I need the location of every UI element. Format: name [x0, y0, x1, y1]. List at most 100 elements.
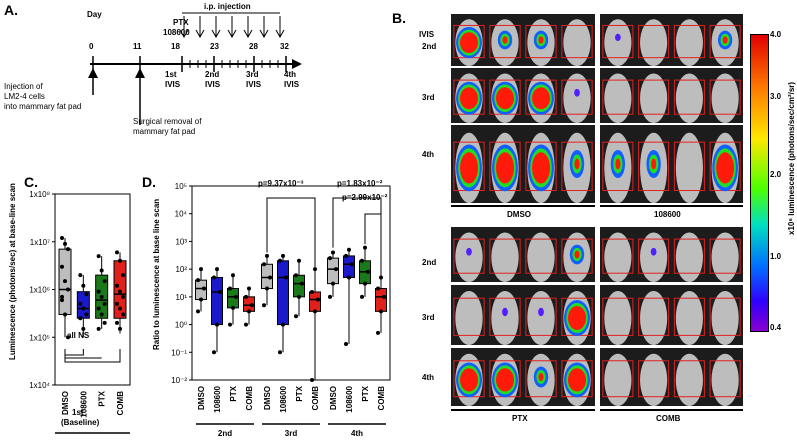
data-point: [310, 289, 314, 294]
data-point: [268, 275, 272, 280]
signal-core: [538, 36, 544, 44]
y-tick-label: 10⁻²: [171, 376, 187, 385]
y-tick-label: 10⁰: [175, 321, 187, 330]
data-point: [294, 314, 298, 319]
colorbar-tick-1: 1.0: [770, 252, 782, 261]
mouse-silhouette: [527, 232, 555, 282]
scan-2nd-ivis: IVIS: [205, 80, 221, 89]
x-category-label: 108600: [345, 385, 354, 412]
ip-arrowhead: [243, 29, 253, 39]
data-point: [81, 326, 86, 331]
group-line-108600: [600, 205, 743, 207]
data-point: [363, 245, 367, 250]
group-label-ptx: PTX: [512, 414, 528, 423]
roi-box: [602, 141, 634, 192]
sig-bracket: [364, 213, 382, 278]
ivis-image-panel: [600, 285, 743, 345]
surgery-text: Surgical removal of mammary fat pad: [133, 117, 202, 136]
data-point: [66, 287, 70, 292]
colorbar-tick-04: 0.4: [770, 323, 782, 332]
data-point: [281, 322, 285, 327]
chart-d-svg: 10⁵ 10⁴ 10³ 10² 10¹ 10⁰ 10⁻¹ 10⁻² DMSO 108600 PTX C…: [171, 182, 391, 438]
x-category-label: 108600: [279, 385, 288, 412]
mouse-silhouette: [563, 19, 591, 66]
data-point: [212, 275, 216, 280]
data-point: [84, 292, 89, 297]
roi-box: [525, 24, 557, 59]
y-tick-label: 10⁻¹: [171, 348, 187, 357]
y-tick-label: 1x10⁵: [29, 333, 50, 342]
box: [76, 291, 90, 319]
data-point: [294, 273, 298, 278]
signal-core: [502, 36, 508, 44]
group-label-comb: COMB: [656, 414, 681, 423]
injection-arrowhead: [88, 68, 98, 78]
data-point: [96, 289, 101, 294]
y-tick-label: 1x10⁷: [30, 238, 50, 247]
roi-box: [602, 297, 634, 336]
ivis-image-panel: [451, 14, 595, 66]
scan-4th-ivis: IVIS: [284, 80, 300, 89]
data-point: [328, 256, 332, 261]
roi-box: [525, 360, 557, 398]
box: [343, 255, 355, 278]
data-point: [202, 286, 206, 291]
mouse-silhouette: [604, 19, 632, 66]
signal-core: [574, 250, 580, 259]
mouse-silhouette: [604, 291, 632, 345]
roi-box: [638, 297, 670, 336]
chart-d-annotation-3: p=2.99x10⁻²: [342, 193, 388, 202]
roi-box: [638, 141, 670, 192]
x-category-label: DMSO: [197, 386, 206, 410]
signal-spot: [538, 307, 544, 317]
panel-a-label: A.: [4, 2, 18, 18]
data-point: [313, 267, 317, 272]
data-point: [212, 350, 216, 355]
signal-core: [460, 152, 478, 184]
colorbar-tick-3: 3.0: [770, 92, 782, 101]
signal-core: [532, 87, 550, 110]
ivis-row-label: IVIS: [419, 30, 435, 39]
data-point: [60, 264, 64, 269]
roi-box: [638, 360, 670, 398]
ivis-image-panel: [451, 68, 595, 123]
signal-core: [538, 372, 544, 382]
mouse-silhouette: [604, 73, 632, 123]
data-point: [99, 294, 104, 299]
signal-core: [651, 158, 657, 170]
data-point: [347, 247, 351, 252]
x-category-label: COMB: [116, 391, 125, 416]
group-line-ptx: [451, 409, 595, 411]
y-tick-label: 10⁴: [175, 210, 188, 219]
mouse-silhouette: [455, 232, 483, 282]
chart-d-annotation-2: p=1.83x10⁻²: [337, 179, 383, 188]
group-label-dmso: DMSO: [507, 210, 531, 219]
y-tick-label: 1x10⁶: [29, 286, 50, 295]
mouse-silhouette: [711, 353, 739, 406]
day-23: 23: [210, 42, 219, 51]
x-category-label: DMSO: [263, 386, 272, 410]
roi-box: [673, 79, 705, 115]
data-point: [278, 350, 282, 355]
data-point: [376, 286, 380, 291]
data-point: [331, 281, 335, 286]
ivis-image-panel: [451, 227, 595, 282]
ivis-image-panel: [600, 68, 743, 123]
box: [277, 260, 289, 326]
signal-core: [460, 32, 478, 53]
data-point: [196, 309, 200, 314]
data-point: [244, 322, 248, 327]
scan-3rd: 3rd: [246, 70, 259, 79]
mouse-silhouette: [711, 291, 739, 345]
compound-label: 108600: [163, 28, 190, 37]
data-point: [78, 316, 83, 321]
x-category-label: 108600: [79, 390, 88, 417]
mouse-silhouette: [563, 73, 591, 123]
sig-bracket: [266, 197, 316, 267]
signal-core: [460, 87, 478, 110]
mouse-silhouette: [491, 291, 519, 345]
roi-box: [489, 238, 521, 274]
mouse-silhouette: [604, 353, 632, 406]
data-point: [115, 301, 119, 306]
roi-box: [602, 238, 634, 274]
